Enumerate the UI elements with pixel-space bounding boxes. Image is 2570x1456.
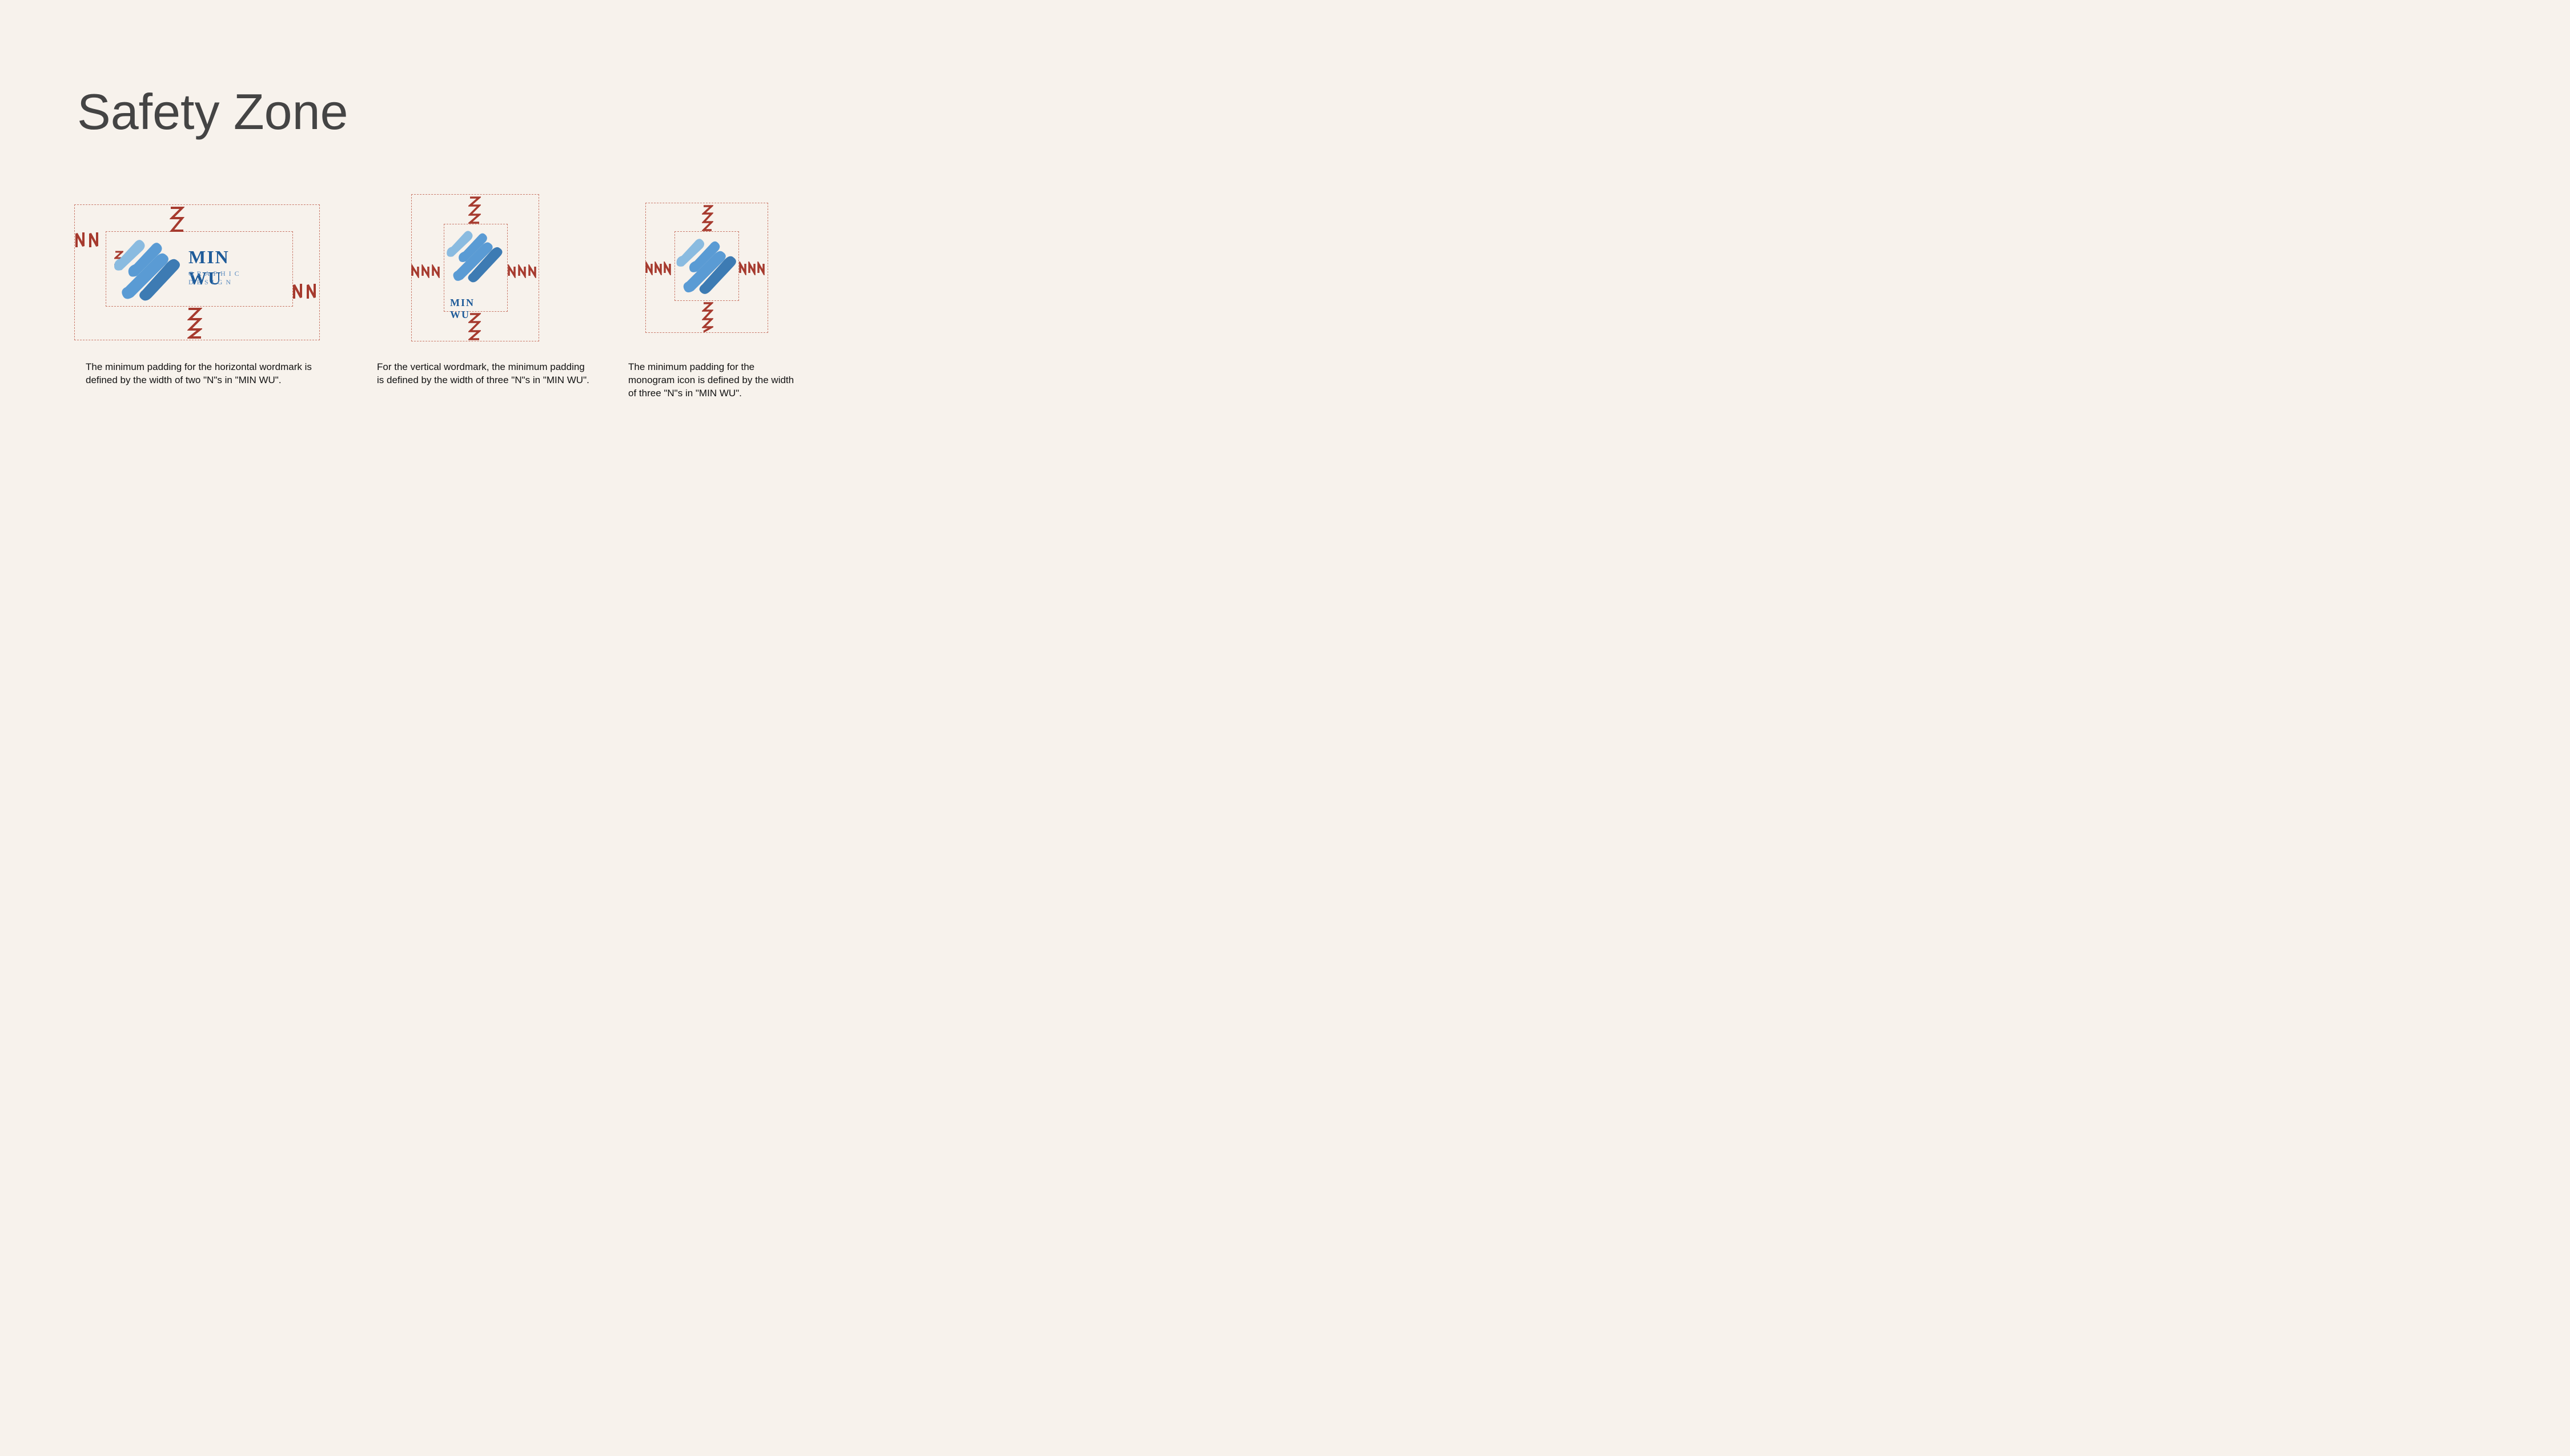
- z-marker-top: [170, 206, 184, 233]
- caption-monogram: The minimum padding for the monogram ico…: [628, 361, 800, 400]
- caption-vertical: For the vertical wordmark, the minimum p…: [377, 361, 594, 387]
- wordmark-tagline: GRAPHIC DESIGN: [188, 270, 243, 287]
- nnn-marker-left: [645, 262, 675, 275]
- nnn-marker-left: [411, 264, 444, 278]
- nn-marker-left: [75, 231, 105, 248]
- z-marker-bottom: [187, 307, 202, 340]
- monogram-icon: [674, 228, 741, 301]
- z-marker-top: [468, 195, 481, 225]
- nnn-marker-right: [739, 262, 769, 275]
- nn-marker-right: [293, 283, 323, 300]
- nnn-marker-right: [508, 264, 541, 278]
- caption-horizontal: The minimum padding for the horizontal w…: [86, 361, 314, 387]
- page-root: Safety Zone MIN WU GRAPHIC DESIGN: [0, 0, 857, 485]
- monogram-icon: [111, 233, 186, 304]
- monogram-icon: [444, 224, 507, 287]
- page-title: Safety Zone: [77, 83, 348, 141]
- wordmark-name: MIN WU: [450, 297, 475, 321]
- z-marker-bottom: [702, 301, 713, 333]
